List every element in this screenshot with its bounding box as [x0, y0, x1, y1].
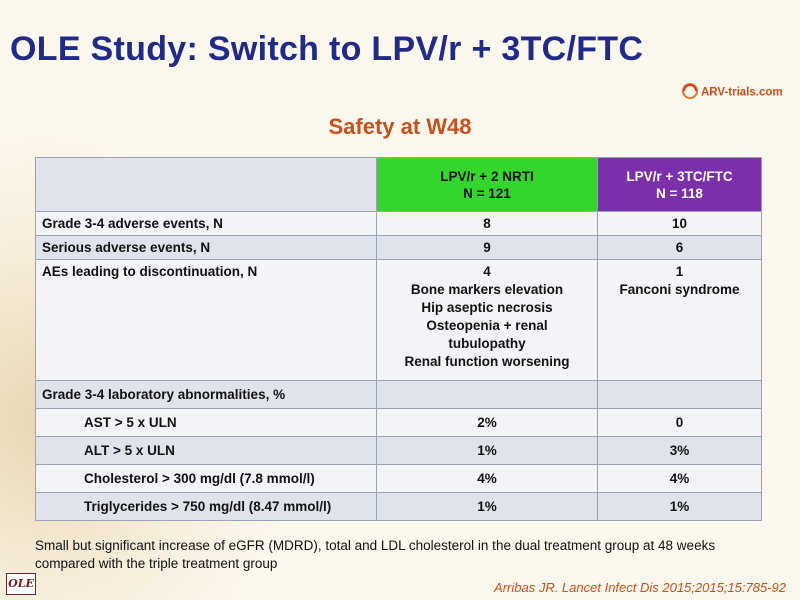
table-row: Triglycerides > 750 mg/dl (8.47 mmol/l) …: [35, 492, 762, 521]
disc-reason: Fanconi syndrome: [619, 282, 740, 297]
disc-count: 1: [675, 264, 684, 279]
header-lpv-2nrti-n: N = 121: [463, 185, 511, 201]
cell-lpv-2nrti: 8: [376, 211, 598, 236]
row-label: Cholesterol > 300 mg/dl (7.8 mmol/l): [35, 464, 377, 493]
header-blank-cell: [35, 157, 377, 212]
cell-lpv-2nrti: 1%: [376, 436, 598, 465]
disc-reason: Osteopenia + renal: [426, 318, 548, 333]
cell-lpv-3tc: 10: [597, 211, 762, 236]
row-label: AEs leading to discontinuation, N: [35, 259, 377, 381]
header-lpv-3tc-arm: LPV/r + 3TC/FTC: [626, 168, 733, 184]
header-lpv-3tc-n: N = 118: [656, 185, 703, 201]
header-lpv-3tc: LPV/r + 3TC/FTC N = 118: [597, 157, 762, 212]
cell-lpv-2nrti: [376, 380, 598, 409]
disc-count: 4: [483, 264, 491, 279]
citation: Arribas JR. Lancet Infect Dis 2015;2015;…: [494, 580, 786, 595]
disc-reason: Bone markers elevation: [410, 282, 564, 297]
disc-reason: Renal function worsening: [404, 354, 570, 369]
row-label: Grade 3-4 adverse events, N: [35, 211, 377, 236]
cell-lpv-3tc: 6: [597, 235, 762, 260]
cell-lpv-3tc: 0: [597, 408, 762, 437]
cell-lpv-2nrti: 4 Bone markers elevation Hip aseptic nec…: [376, 259, 598, 381]
cell-lpv-3tc: 3%: [597, 436, 762, 465]
svg-text:ARV-trials.com: ARV-trials.com: [701, 87, 783, 99]
cell-lpv-3tc: 1 Fanconi syndrome: [597, 259, 762, 381]
cell-lpv-2nrti: 4%: [376, 464, 598, 493]
cell-lpv-3tc: 4%: [597, 464, 762, 493]
table-row: Serious adverse events, N 9 6: [35, 235, 762, 260]
table-row: ALT > 5 x ULN 1% 3%: [35, 436, 762, 465]
table-row: Grade 3-4 laboratory abnormalities, %: [35, 380, 762, 409]
row-label: AST > 5 x ULN: [35, 408, 377, 437]
row-label: Serious adverse events, N: [35, 235, 377, 260]
row-label: Triglycerides > 750 mg/dl (8.47 mmol/l): [35, 492, 377, 521]
safety-table: LPV/r + 2 NRTI N = 121 LPV/r + 3TC/FTC N…: [35, 157, 762, 521]
cell-lpv-3tc: [597, 380, 762, 409]
slide-title: OLE Study: Switch to LPV/r + 3TC/FTC: [10, 30, 644, 68]
cell-lpv-2nrti: 1%: [376, 492, 598, 521]
arv-trials-logo: ARV-trials.com: [680, 80, 798, 102]
row-label: Grade 3-4 laboratory abnormalities, %: [35, 380, 377, 409]
table-row: Grade 3-4 adverse events, N 8 10: [35, 211, 762, 236]
header-lpv-2nrti: LPV/r + 2 NRTI N = 121: [376, 157, 598, 212]
ole-badge: OLE: [6, 573, 36, 595]
table-header-row: LPV/r + 2 NRTI N = 121 LPV/r + 3TC/FTC N…: [35, 157, 762, 212]
slide-subtitle: Safety at W48: [328, 114, 472, 139]
header-lpv-2nrti-arm: LPV/r + 2 NRTI: [440, 168, 534, 184]
row-label: ALT > 5 x ULN: [35, 436, 377, 465]
cell-lpv-3tc: 1%: [597, 492, 762, 521]
cell-lpv-2nrti: 2%: [376, 408, 598, 437]
cell-lpv-2nrti: 9: [376, 235, 598, 260]
disc-reason: tubulopathy: [448, 336, 526, 351]
table-row: AST > 5 x ULN 2% 0: [35, 408, 762, 437]
table-row: Cholesterol > 300 mg/dl (7.8 mmol/l) 4% …: [35, 464, 762, 493]
table-row: AEs leading to discontinuation, N 4 Bone…: [35, 259, 762, 381]
footnote: Small but significant increase of eGFR (…: [35, 538, 716, 571]
disc-reason: Hip aseptic necrosis: [421, 300, 553, 315]
